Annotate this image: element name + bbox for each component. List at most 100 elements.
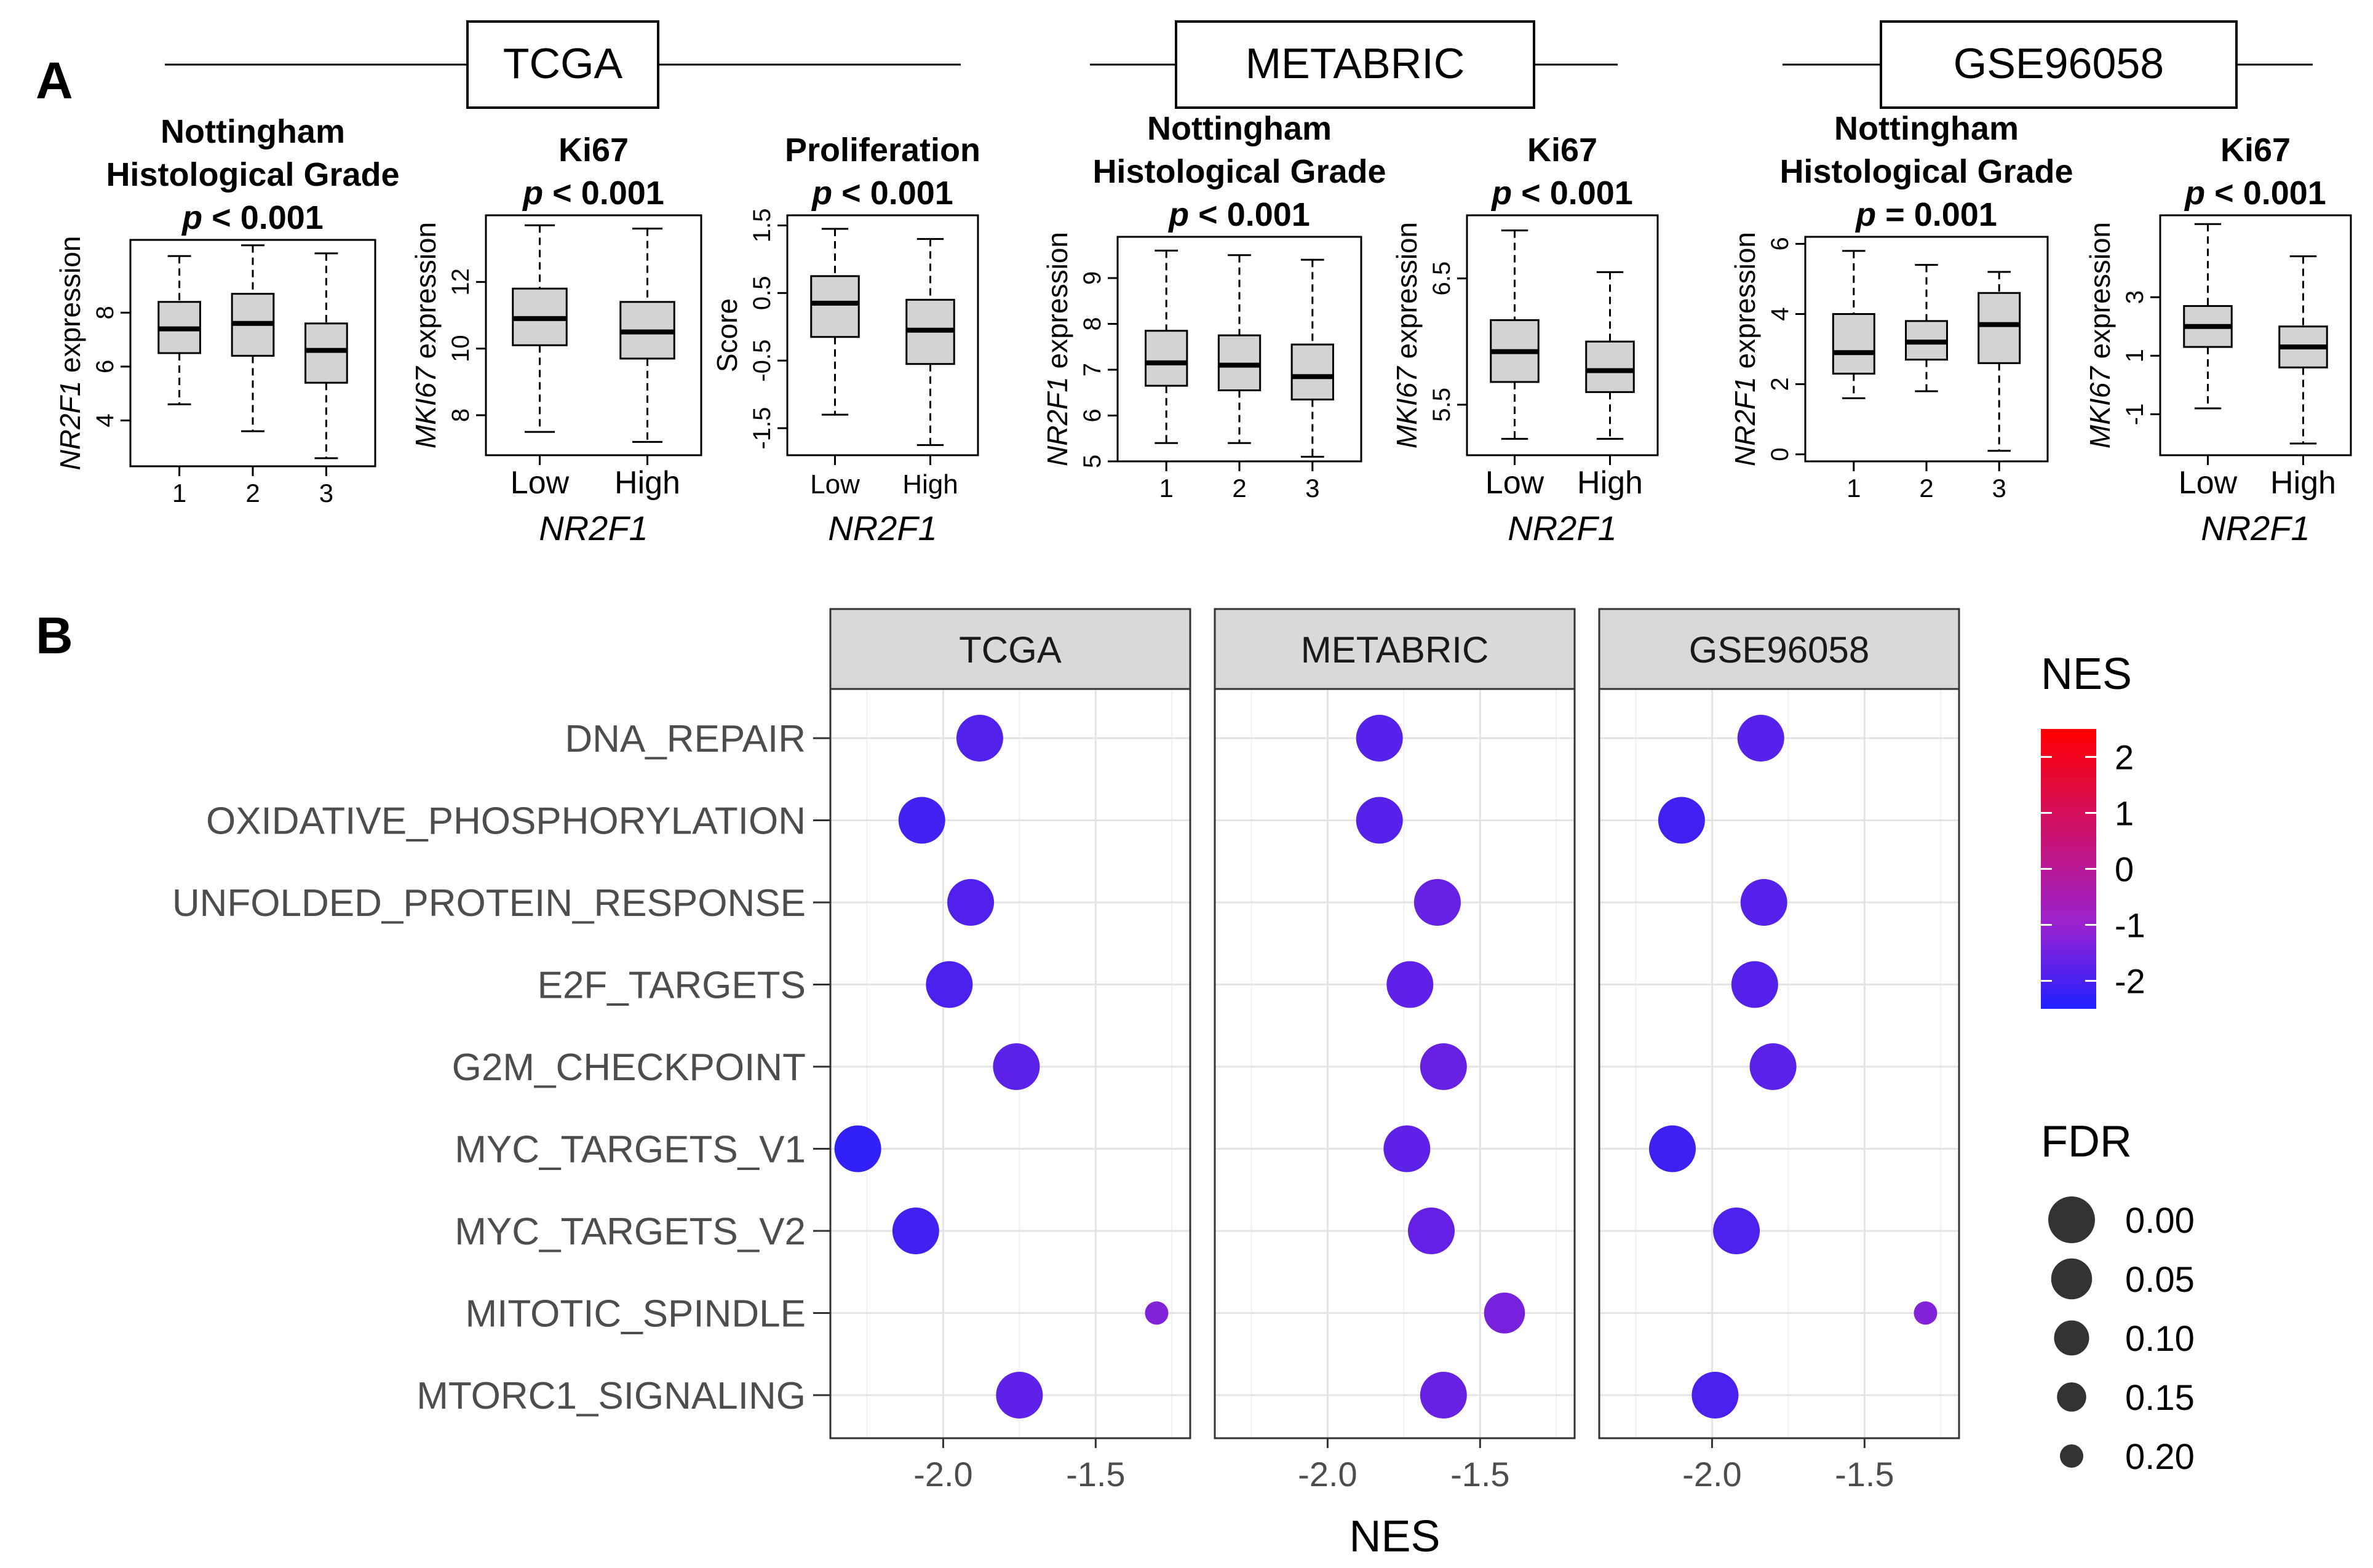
y-tick-label: 4 — [92, 413, 119, 427]
p-text: < 0.001 — [2205, 175, 2326, 212]
legend-size-label: 0.05 — [2125, 1260, 2195, 1300]
header-box — [1175, 20, 1535, 109]
data-point — [898, 797, 945, 844]
y-tick-label: -0.5 — [749, 340, 776, 382]
x-tick-label: 3 — [319, 479, 333, 507]
data-point — [1713, 1208, 1760, 1254]
p-value: p < 0.001 — [181, 199, 324, 236]
cohort-header: TCGA — [165, 20, 961, 109]
p-value: p < 0.001 — [811, 175, 953, 212]
data-point — [1413, 879, 1461, 926]
y-tick-label: 5 — [1079, 455, 1106, 468]
x-tick-label: -2.0 — [1682, 1455, 1742, 1494]
p-symbol: p — [1167, 196, 1189, 233]
box-iqr — [810, 275, 860, 338]
y-axis-gene: MKI67 — [410, 359, 442, 448]
x-tick-label: 2 — [1232, 474, 1246, 503]
data-point — [1356, 715, 1403, 762]
box — [1217, 254, 1262, 444]
box — [905, 237, 955, 447]
facet-title: METABRIC — [1301, 629, 1489, 671]
p-text: < 0.001 — [202, 199, 324, 236]
x-tick-label: -1.5 — [1450, 1455, 1510, 1494]
plot-title: Nottingham — [1834, 110, 2019, 147]
y-axis-label: NR2F1 expression — [1729, 232, 1761, 466]
cohort-header: METABRIC — [1090, 20, 1618, 109]
x-axis-label: NR2F1 — [828, 509, 937, 547]
p-value: p = 0.001 — [1854, 196, 1997, 233]
plot-title: Ki67 — [2220, 132, 2291, 169]
data-point — [892, 1208, 939, 1254]
y-axis-text: expression — [1391, 222, 1423, 359]
pathway-label: MITOTIC_SPINDLE — [465, 1293, 806, 1335]
facet-border — [1214, 688, 1576, 1439]
box-iqr — [1978, 292, 2021, 364]
plot-title: Nottingham — [1147, 110, 1332, 147]
p-text: < 0.001 — [1512, 175, 1633, 212]
y-tick-label: -1 — [2121, 404, 2148, 426]
p-text: = 0.001 — [1876, 196, 1997, 233]
y-axis-label: MKI67 expression — [2084, 222, 2116, 448]
legend-size-title: FDR — [2041, 1117, 2132, 1166]
pathway-label: E2F_TARGETS — [538, 965, 806, 1007]
facet: GSE96058 -2.0 -1.5 — [1598, 608, 1960, 1494]
y-axis-gene: NR2F1 — [54, 373, 86, 470]
box-iqr — [1145, 330, 1188, 387]
data-point — [1383, 1125, 1431, 1172]
cohort-name: TCGA — [503, 39, 623, 87]
plot-title: Ki67 — [558, 132, 629, 169]
plot-title: Nottingham — [161, 113, 345, 150]
facet-panel — [1215, 689, 1575, 1438]
x-tick-label: Low — [511, 465, 570, 501]
data-point — [1749, 1043, 1797, 1090]
box-iqr — [1290, 343, 1334, 400]
p-text: < 0.001 — [543, 175, 664, 212]
data-point — [996, 1372, 1043, 1419]
p-symbol: p — [2184, 175, 2205, 212]
box — [1290, 258, 1334, 458]
x-axis-title: NES — [1349, 1512, 1440, 1561]
header-box — [466, 20, 659, 109]
box — [1145, 249, 1188, 444]
y-tick-label: 5.5 — [1428, 388, 1455, 422]
y-tick-label: 7 — [1079, 363, 1106, 376]
legend-color-title: NES — [2041, 650, 2132, 699]
x-axis-label: NR2F1 — [2201, 509, 2310, 547]
plot-frame — [2159, 214, 2352, 456]
facet-border — [829, 688, 1191, 1439]
y-axis-text: expression — [2084, 222, 2116, 359]
data-point — [1691, 1372, 1739, 1419]
y-tick-label: 0 — [1767, 447, 1794, 461]
box — [619, 228, 675, 443]
data-point — [1420, 1043, 1467, 1090]
box — [1978, 271, 2021, 452]
y-tick-label: 6 — [1767, 237, 1794, 250]
box — [810, 228, 860, 416]
p-value: p < 0.001 — [522, 175, 664, 212]
panel-label-b: B — [36, 607, 73, 664]
legend-size-label: 0.15 — [2125, 1378, 2195, 1418]
p-symbol: p — [522, 175, 543, 212]
plot-title: Histological Grade — [1092, 153, 1386, 190]
legend-size-dot — [2054, 1320, 2089, 1356]
legend-size-label: 0.10 — [2125, 1319, 2195, 1359]
cohort-name: METABRIC — [1246, 39, 1465, 87]
x-tick-label: -1.5 — [1066, 1455, 1126, 1494]
box — [2278, 255, 2328, 445]
legend-size-dot — [2057, 1382, 2086, 1412]
colorbar-label: 0 — [2115, 850, 2134, 889]
x-tick-label: 2 — [1919, 474, 1933, 503]
y-tick-label: 2 — [1767, 377, 1794, 391]
colorbar-label: -2 — [2115, 962, 2145, 1001]
y-tick-label: 0.5 — [749, 276, 776, 311]
plot-frame — [786, 214, 979, 456]
pathway-label: OXIDATIVE_PHOSPHORYLATION — [206, 800, 806, 843]
y-axis-gene: NR2F1 — [1041, 368, 1073, 466]
boxplot: Proliferation p < 0.001 -1.5 -0.5 0.5 1.5 Scor… — [711, 132, 980, 547]
facet-border — [1598, 688, 1960, 1439]
facet-strip — [829, 608, 1191, 690]
facet-title: GSE96058 — [1689, 629, 1870, 671]
data-point — [1658, 797, 1705, 844]
